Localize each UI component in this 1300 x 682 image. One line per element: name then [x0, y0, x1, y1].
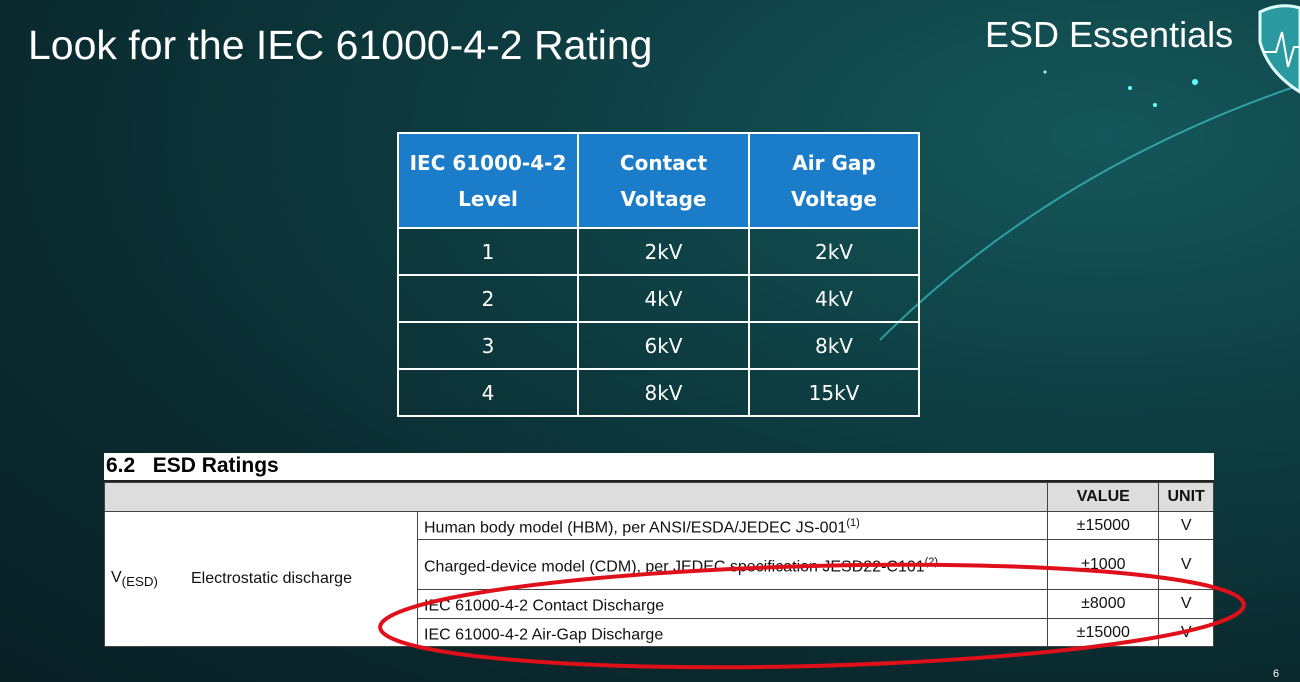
esd-ratings-section: 6.2 ESD Ratings VALUE UNIT V(ESD) Electro…	[103, 453, 1214, 647]
condition-cell: IEC 61000-4-2 Contact Discharge	[416, 589, 1049, 619]
table-cell: 2kV	[748, 227, 920, 276]
symbol-subscript: (ESD)	[121, 574, 158, 590]
table-cell: 2	[397, 274, 579, 323]
unit-cell: V	[1158, 589, 1214, 619]
condition-text: IEC 61000-4-2 Air-Gap Discharge	[424, 626, 664, 644]
table-cell: 4kV	[577, 274, 750, 323]
unit-cell: V	[1158, 511, 1214, 540]
unit-cell: V	[1158, 539, 1214, 590]
condition-text: IEC 61000-4-2 Contact Discharge	[424, 597, 665, 615]
condition-text: Charged-device model (CDM), per JEDEC sp…	[424, 558, 925, 576]
iec-level-table: IEC 61000-4-2 Level Contact Voltage Air …	[397, 132, 920, 417]
table-cell: 4	[397, 368, 579, 417]
shield-heartbeat-icon	[1258, 4, 1300, 94]
header-contact-voltage: Contact Voltage	[577, 132, 750, 229]
value-cell: ±1000	[1047, 539, 1160, 590]
header-unit: UNIT	[1158, 482, 1214, 512]
brand-name: ESD Essentials	[985, 14, 1234, 55]
section-heading: 6.2 ESD Ratings	[104, 453, 1214, 482]
condition-cell: Human body model (HBM), per ANSI/ESDA/JE…	[416, 511, 1049, 540]
table-cell: 8kV	[577, 368, 750, 417]
symbol-cell: V(ESD)	[104, 511, 185, 647]
table-cell: 8kV	[748, 321, 920, 370]
condition-cell: IEC 61000-4-2 Air-Gap Discharge	[416, 618, 1049, 647]
header-value: VALUE	[1047, 482, 1160, 512]
table-row: 4 8kV 15kV	[397, 368, 920, 417]
footnote-ref: (1)	[846, 516, 860, 529]
table-cell: 4kV	[748, 274, 920, 323]
table-row: 3 6kV 8kV	[397, 321, 920, 370]
table-cell: 2kV	[577, 227, 750, 276]
table-cell: 1	[397, 227, 579, 276]
value-cell: ±15000	[1047, 511, 1160, 540]
header-air-gap-voltage: Air Gap Voltage	[748, 132, 920, 229]
table-cell: 15kV	[748, 368, 920, 417]
header-level: IEC 61000-4-2 Level	[397, 132, 579, 229]
value-cell: ±15000	[1047, 618, 1160, 647]
condition-cell: Charged-device model (CDM), per JEDEC sp…	[416, 539, 1049, 590]
table-row: 1 2kV 2kV	[397, 227, 920, 276]
symbol: V	[111, 568, 122, 586]
parameter-cell: Electrostatic discharge	[185, 511, 418, 647]
slide-title: Look for the IEC 61000-4-2 Rating	[28, 22, 653, 68]
esd-ratings-table: VALUE UNIT V(ESD) Electrostatic discharge…	[103, 482, 1214, 647]
value-cell: ±8000	[1047, 589, 1160, 619]
table-cell: 6kV	[577, 321, 750, 370]
unit-cell: V	[1158, 618, 1214, 647]
table-row: V(ESD) Electrostatic discharge Human body …	[104, 511, 1214, 647]
table-row: 2 4kV 4kV	[397, 274, 920, 323]
condition-text: Human body model (HBM), per ANSI/ESDA/JE…	[424, 519, 847, 537]
table-cell: 3	[397, 321, 579, 370]
footnote-ref: (2)	[924, 555, 939, 568]
page-number: 6	[1273, 668, 1280, 680]
